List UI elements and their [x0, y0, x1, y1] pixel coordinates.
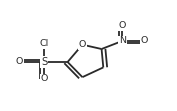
- Text: S: S: [41, 57, 47, 67]
- Text: O: O: [119, 21, 126, 30]
- Text: Cl: Cl: [39, 39, 49, 48]
- Text: O: O: [141, 36, 148, 45]
- Text: N: N: [119, 36, 126, 45]
- Text: O: O: [79, 40, 86, 49]
- Text: O: O: [40, 74, 48, 83]
- Text: O: O: [16, 57, 23, 66]
